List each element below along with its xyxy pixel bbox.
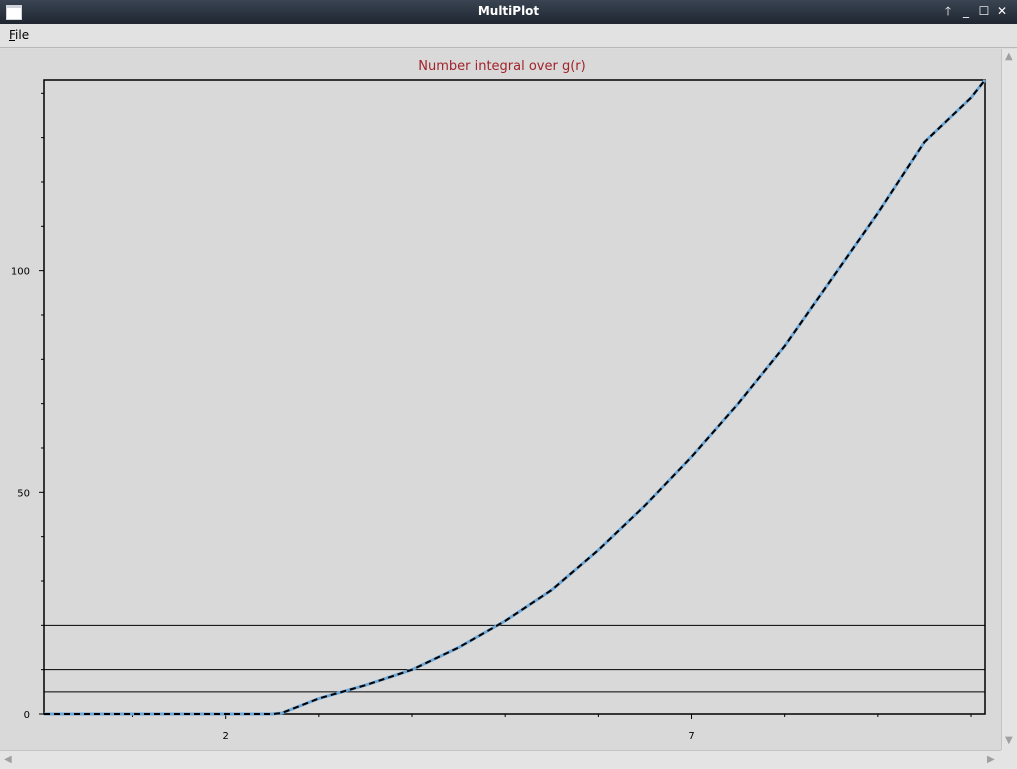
minimize-button[interactable]: _ — [963, 4, 969, 18]
shade-button[interactable]: 🡑 — [944, 4, 952, 18]
x-tick-label: 7 — [688, 731, 694, 742]
title-bar[interactable]: MultiPlot 🡑 _ ☐ ✕ — [0, 0, 1017, 24]
y-tick-label: 50 — [17, 488, 30, 499]
axes: 2 7 0 50 100 — [11, 92, 972, 742]
x-tick-label: 2 — [222, 731, 228, 742]
series-line — [44, 79, 987, 716]
close-button[interactable]: ✕ — [996, 4, 1008, 18]
series-line-dashed — [44, 79, 986, 715]
vertical-scrollbar[interactable]: ▲ ▼ — [1001, 49, 1017, 750]
chart: Number integral over g(r) 2 7 0 50 100 — [11, 59, 987, 742]
scroll-corner — [1001, 750, 1017, 769]
maximize-button[interactable]: ☐ — [978, 4, 990, 18]
plot-area[interactable]: Number integral over g(r) 2 7 0 50 100 — [0, 49, 1001, 750]
window-title: MultiPlot — [477, 4, 540, 18]
window-icon[interactable] — [6, 5, 22, 20]
horizontal-scrollbar[interactable]: ◀ ▶ — [0, 750, 1001, 769]
menu-bar: File — [0, 24, 1017, 48]
scroll-down-icon[interactable]: ▼ — [1005, 735, 1013, 746]
reference-lines — [44, 624, 985, 693]
scroll-up-icon[interactable]: ▲ — [1005, 51, 1013, 62]
curves — [44, 79, 987, 716]
chart-title: Number integral over g(r) — [418, 59, 585, 74]
y-tick-label: 100 — [11, 267, 30, 278]
menu-file[interactable]: File — [9, 28, 29, 42]
menu-file-mnemonic: F — [9, 28, 16, 42]
scroll-right-icon[interactable]: ▶ — [987, 754, 995, 765]
menu-file-label: ile — [15, 28, 30, 42]
scroll-left-icon[interactable]: ◀ — [4, 754, 12, 765]
plot-frame — [43, 79, 986, 715]
y-tick-label: 0 — [24, 710, 30, 721]
